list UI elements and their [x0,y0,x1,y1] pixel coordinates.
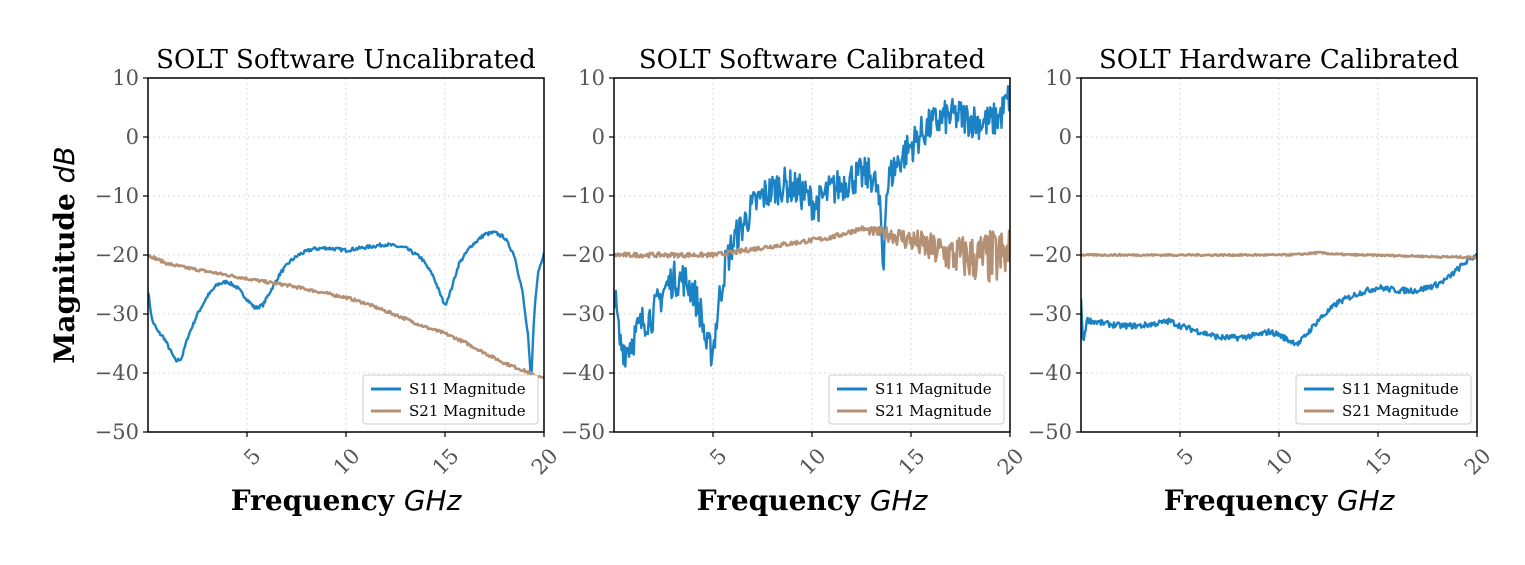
y-axis: 10 0 −10 −20 −30 −40 −50 [95,66,148,444]
y-axis: 10 0 −10 −20 −30 −40 −50 [561,66,614,444]
x-tick-label: 10 [1262,444,1298,480]
x-tick-label: 20 [1460,444,1496,480]
y-tick-label: 0 [126,125,139,149]
series-line-s21 [148,254,544,380]
y-tick-label: −10 [561,184,605,208]
legend-box [362,374,539,425]
series-line-s11 [1081,253,1477,347]
x-tick-label: 20 [527,444,563,480]
series-line-s11 [614,85,1010,368]
panel-3: 10 0 −10 −20 −30 −40 −50 5 10 15 20 SOLT Hardware C… [1028,45,1496,517]
svg-text:Magnitude dB: Magnitude dB [48,146,81,363]
legend-label-s11: S11 Magnitude [409,380,526,398]
y-tick-label: 10 [112,66,139,90]
figure-ylabel: Magnitude dB [48,146,81,363]
y-tick-label: 0 [1059,125,1072,149]
y-tick-label: −30 [95,302,139,326]
y-tick-label: −40 [1028,361,1072,385]
x-tick-label: 10 [795,444,831,480]
x-axis-title: Frequency GHz [231,484,463,517]
x-axis: 5 10 15 20 [239,432,563,480]
plot-area [614,85,1010,368]
y-tick-label: −30 [561,302,605,326]
legend-label-s21: S21 Magnitude [409,402,526,420]
xlabel-unit: GHz [404,484,463,517]
x-tick-label: 5 [239,444,265,470]
y-tick-label: −40 [95,361,139,385]
legend-label-s21: S21 Magnitude [875,402,992,420]
legend: S11 Magnitude S21 Magnitude [828,374,1005,425]
x-tick-label: 15 [428,444,464,480]
panel-title: SOLT Hardware Calibrated [1099,45,1459,75]
xlabel-text: Frequency [1164,484,1337,517]
xlabel-text: Frequency [697,484,870,517]
series-line-s11 [148,230,544,380]
y-tick-label: −30 [1028,302,1072,326]
legend-label-s11: S11 Magnitude [875,380,992,398]
x-tick-label: 5 [1172,444,1198,470]
series-line-s21 [1081,250,1477,260]
y-axis: 10 0 −10 −20 −30 −40 −50 [1028,66,1081,444]
x-tick-label: 5 [705,444,731,470]
x-tick-label: 15 [1361,444,1397,480]
y-tick-label: 0 [592,125,605,149]
ylabel-unit: dB [48,146,81,183]
x-axis: 5 10 15 20 [705,432,1029,480]
legend: S11 Magnitude S21 Magnitude [362,374,539,425]
y-tick-label: −40 [561,361,605,385]
plot-area [148,230,544,380]
panel-title: SOLT Software Uncalibrated [156,45,536,75]
panel-title: SOLT Software Calibrated [639,45,985,75]
legend-label-s21: S21 Magnitude [1342,402,1459,420]
x-tick-label: 20 [993,444,1029,480]
y-tick-label: −10 [1028,184,1072,208]
y-tick-label: 10 [1045,66,1072,90]
x-axis-title: Frequency GHz [697,484,929,517]
legend-label-s11: S11 Magnitude [1342,380,1459,398]
plot-area [1081,250,1477,347]
xlabel-unit: GHz [1337,484,1396,517]
y-tick-label: −50 [561,420,605,444]
x-tick-label: 15 [894,444,930,480]
y-tick-label: −50 [1028,420,1072,444]
series-line-s21 [614,225,1010,283]
legend: S11 Magnitude S21 Magnitude [1295,374,1472,425]
legend-box [828,374,1005,425]
y-tick-label: −20 [561,243,605,267]
y-tick-label: −50 [95,420,139,444]
ylabel-text: Magnitude [48,193,81,363]
xlabel-unit: GHz [870,484,929,517]
y-tick-label: −20 [1028,243,1072,267]
y-tick-label: −10 [95,184,139,208]
y-tick-label: −20 [95,243,139,267]
panels: 10 0 −10 −20 −30 −40 −50 5 10 15 20 SOLT Software U… [95,45,1496,517]
panel-2: 10 0 −10 −20 −30 −40 −50 5 10 15 20 SOLT Software C… [561,45,1029,517]
x-axis-title: Frequency GHz [1164,484,1396,517]
x-axis: 5 10 15 20 [1172,432,1496,480]
panel-1: 10 0 −10 −20 −30 −40 −50 5 10 15 20 SOLT Software U… [95,45,563,517]
legend-box [1295,374,1472,425]
x-tick-label: 10 [329,444,365,480]
y-tick-label: 10 [578,66,605,90]
xlabel-text: Frequency [231,484,404,517]
